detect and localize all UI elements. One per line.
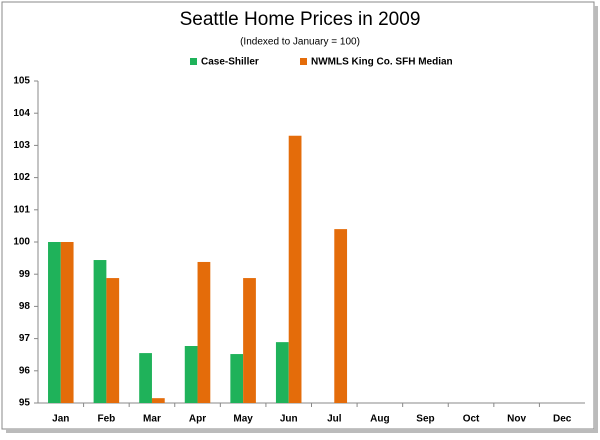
y-tick-label: 96 (19, 365, 31, 376)
bar (151, 398, 165, 403)
bar (48, 242, 61, 403)
x-tick-label: Feb (97, 414, 115, 425)
x-tick-label: Sep (416, 414, 434, 425)
x-tick-label: Aug (370, 414, 389, 425)
x-tick-label: Nov (507, 414, 526, 425)
bar (230, 354, 244, 403)
bar (139, 353, 152, 403)
frame-shadow (6, 429, 598, 433)
y-tick-label: 101 (13, 204, 30, 215)
y-tick-label: 99 (19, 269, 31, 280)
x-tick-label: May (233, 414, 253, 425)
frame-shadow (594, 6, 598, 433)
x-tick-label: Jul (327, 414, 342, 425)
y-tick-label: 97 (19, 333, 31, 344)
y-tick-label: 95 (19, 398, 31, 409)
bar (197, 261, 211, 403)
chart-subtitle: (Indexed to January = 100) (240, 37, 360, 48)
x-tick-label: Apr (189, 414, 206, 425)
y-tick-label: 102 (13, 172, 30, 183)
legend-label: Case-Shiller (201, 57, 259, 68)
legend-label: NWMLS King Co. SFH Median (311, 57, 453, 68)
x-tick-label: Mar (143, 414, 161, 425)
y-tick-label: 98 (19, 301, 31, 312)
bar (288, 135, 302, 404)
x-tick-label: Jan (52, 414, 69, 425)
bar (184, 346, 198, 403)
y-tick-label: 103 (13, 140, 30, 151)
chart-title: Seattle Home Prices in 2009 (180, 9, 421, 30)
legend-swatch (300, 58, 307, 65)
y-tick-label: 104 (13, 108, 30, 119)
x-tick-label: Dec (553, 414, 572, 425)
bar (60, 242, 74, 403)
bar (93, 260, 107, 403)
bar (275, 342, 289, 403)
x-tick-label: Oct (463, 414, 480, 425)
bar (334, 229, 348, 403)
x-tick-label: Jun (280, 414, 298, 425)
y-tick-label: 105 (13, 76, 30, 87)
y-tick-label: 100 (13, 237, 30, 248)
legend-swatch (190, 58, 197, 65)
bar (106, 278, 120, 403)
bar (243, 278, 256, 403)
